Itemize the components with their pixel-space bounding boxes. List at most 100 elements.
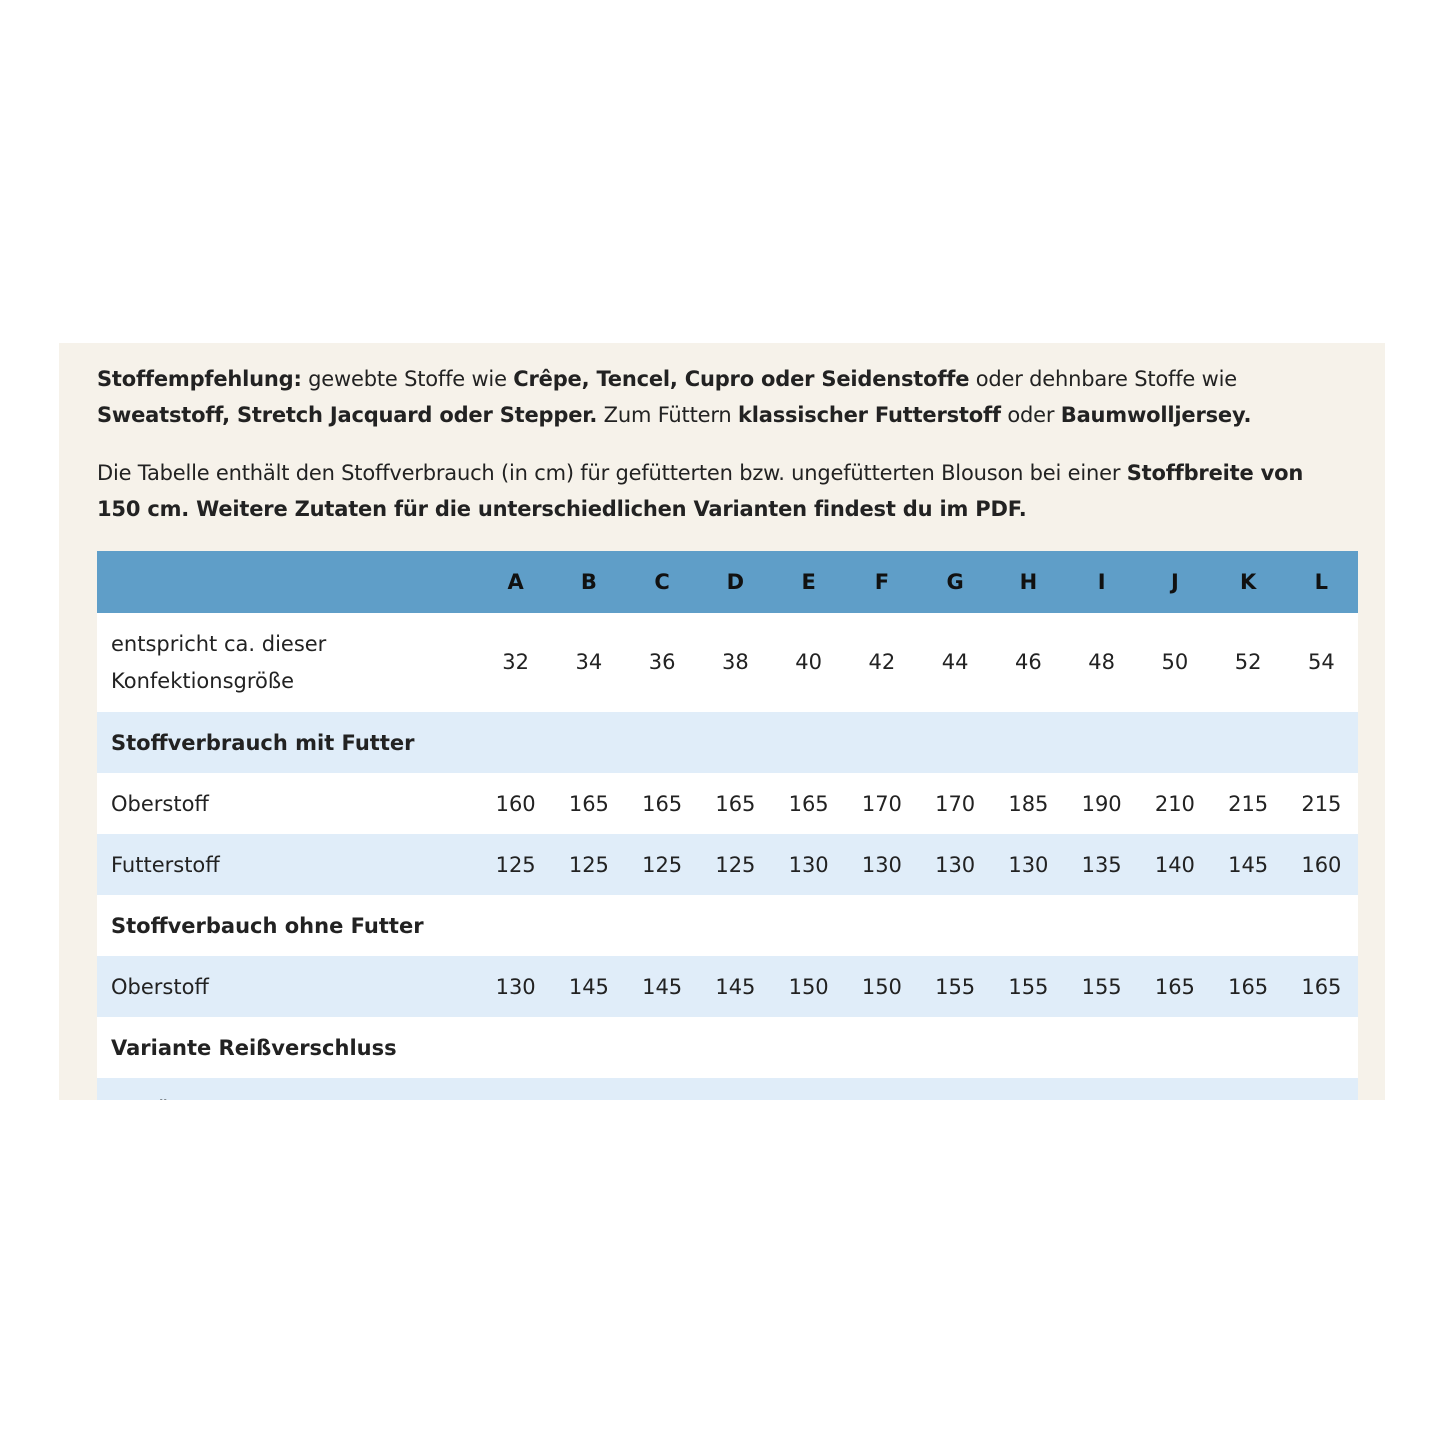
- bold-text: Crêpe, Tencel, Cupro oder Seidenstoffe: [513, 367, 970, 391]
- cell-value: 34: [552, 613, 626, 712]
- column-header: G: [918, 551, 992, 613]
- cell-value: 160: [479, 773, 553, 834]
- column-header: J: [1138, 551, 1212, 613]
- cell-value: 40: [772, 613, 846, 712]
- content-box: Stoffempfehlung: gewebte Stoffe wie Crêp…: [59, 343, 1385, 1100]
- row-label: Oberstoff: [97, 773, 479, 834]
- table-row: Stoffverbrauch mit Futter: [97, 712, 1358, 773]
- bold-text: Sweatstoff, Stretch Jacquard oder Steppe…: [97, 403, 598, 427]
- section-header: Variante Reißverschluss: [97, 1017, 1358, 1078]
- cell-value: 38: [698, 613, 772, 712]
- cell-value: 60: [1065, 1078, 1139, 1100]
- cell-value: 125: [698, 834, 772, 895]
- cell-value: 130: [845, 834, 919, 895]
- cell-value: 42: [845, 613, 919, 712]
- cell-value: 36: [625, 613, 699, 712]
- cell-value: 130: [991, 834, 1065, 895]
- bold-text: Baumwolljersey.: [1060, 403, 1252, 427]
- cell-value: 46: [991, 613, 1065, 712]
- cell-value: 165: [625, 773, 699, 834]
- cell-value: 165: [552, 773, 626, 834]
- cell-value: 140: [1138, 834, 1212, 895]
- column-header: F: [845, 551, 919, 613]
- cell-value: 55: [845, 1078, 919, 1100]
- cell-value: 55: [918, 1078, 992, 1100]
- cell-value: 52: [1211, 613, 1285, 712]
- cell-value: 130: [772, 834, 846, 895]
- cell-value: 55: [772, 1078, 846, 1100]
- table-row: Oberstoff 160 165 165 165 165 170 170 185 190 210 2…: [97, 773, 1358, 834]
- cell-value: 165: [698, 773, 772, 834]
- table-row: RV Länge555555555555556060606060: [97, 1078, 1358, 1100]
- paragraph: Stoffempfehlung: gewebte Stoffe wie Crêp…: [97, 361, 1347, 433]
- cell-value: 165: [1211, 956, 1285, 1017]
- column-header: H: [991, 551, 1065, 613]
- row-label: entspricht ca. dieser Konfektionsgröße: [97, 613, 479, 712]
- bold-text: Stoffbreite von 150 cm. Weitere Zutaten …: [97, 461, 1304, 521]
- cell-value: 145: [552, 956, 626, 1017]
- cell-value: 145: [1211, 834, 1285, 895]
- cell-value: 165: [1284, 956, 1358, 1017]
- cell-value: 160: [1284, 834, 1358, 895]
- cell-value: 60: [1284, 1078, 1358, 1100]
- text: oder: [1000, 403, 1061, 427]
- row-label: Oberstoff: [97, 956, 479, 1017]
- paragraph: Die Tabelle enthält den Stoffverbrauch (…: [97, 455, 1347, 527]
- cell-value: 215: [1211, 773, 1285, 834]
- cell-value: 190: [1065, 773, 1139, 834]
- table-row: Futterstoff 125 125 125 125 130 130 130 130 135 14…: [97, 834, 1358, 895]
- text: oder dehnbare Stoffe wie: [969, 367, 1237, 391]
- cell-value: 55: [479, 1078, 553, 1100]
- cell-value: 44: [918, 613, 992, 712]
- section-header: Stoffverbrauch mit Futter: [97, 712, 1358, 773]
- cell-value: 155: [991, 956, 1065, 1017]
- cell-value: 48: [1065, 613, 1139, 712]
- cell-value: 55: [698, 1078, 772, 1100]
- cell-value: 50: [1138, 613, 1212, 712]
- table-row: entspricht ca. dieser Konfektionsgröße 32…: [97, 613, 1358, 712]
- cell-value: 210: [1138, 773, 1212, 834]
- cell-value: 215: [1284, 773, 1358, 834]
- text: Zum Füttern: [597, 403, 738, 427]
- bold-text: Stoffempfehlung:: [97, 367, 302, 391]
- cell-value: 60: [1211, 1078, 1285, 1100]
- header-corner: [97, 551, 479, 613]
- table-row: Stoffverbauch ohne Futter: [97, 895, 1358, 956]
- cell-value: 145: [698, 956, 772, 1017]
- column-header: D: [698, 551, 772, 613]
- cell-value: 60: [1138, 1078, 1212, 1100]
- cell-value: 55: [552, 1078, 626, 1100]
- cell-value: 185: [991, 773, 1065, 834]
- bold-text: klassischer Futterstoff: [737, 403, 1001, 427]
- column-header: A: [479, 551, 553, 613]
- cell-value: 170: [845, 773, 919, 834]
- column-header: K: [1211, 551, 1285, 613]
- cell-value: 60: [991, 1078, 1065, 1100]
- cell-value: 155: [1065, 956, 1139, 1017]
- cell-value: 125: [479, 834, 553, 895]
- table-row: Oberstoff 130 145 145 145 150 150 155 155 155 165 1…: [97, 956, 1358, 1017]
- column-header: B: [552, 551, 626, 613]
- column-header: I: [1065, 551, 1139, 613]
- cell-value: 155: [918, 956, 992, 1017]
- cell-value: 55: [625, 1078, 699, 1100]
- cell-value: 54: [1284, 613, 1358, 712]
- cell-value: 165: [1138, 956, 1212, 1017]
- cell-value: 125: [552, 834, 626, 895]
- text: gewebte Stoffe wie: [301, 367, 514, 391]
- cell-value: 125: [625, 834, 699, 895]
- table-row: Variante Reißverschluss: [97, 1017, 1358, 1078]
- cell-value: 32: [479, 613, 553, 712]
- cell-value: 130: [918, 834, 992, 895]
- cell-value: 145: [625, 956, 699, 1017]
- section-header: Stoffverbauch ohne Futter: [97, 895, 1358, 956]
- cell-value: 135: [1065, 834, 1139, 895]
- cell-value: 170: [918, 773, 992, 834]
- cell-value: 130: [479, 956, 553, 1017]
- row-label: RV Länge: [97, 1078, 479, 1100]
- text: Die Tabelle enthält den Stoffverbrauch (…: [97, 461, 1127, 485]
